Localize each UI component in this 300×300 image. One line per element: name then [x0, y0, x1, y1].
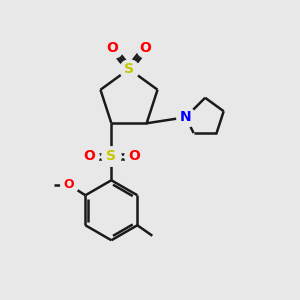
Text: S: S — [124, 62, 134, 76]
Text: O: O — [83, 149, 95, 163]
Text: O: O — [106, 41, 119, 55]
Text: O: O — [128, 149, 140, 163]
Text: O: O — [64, 178, 74, 191]
Text: N: N — [180, 110, 191, 124]
Text: O: O — [140, 41, 152, 55]
Text: S: S — [106, 149, 116, 163]
